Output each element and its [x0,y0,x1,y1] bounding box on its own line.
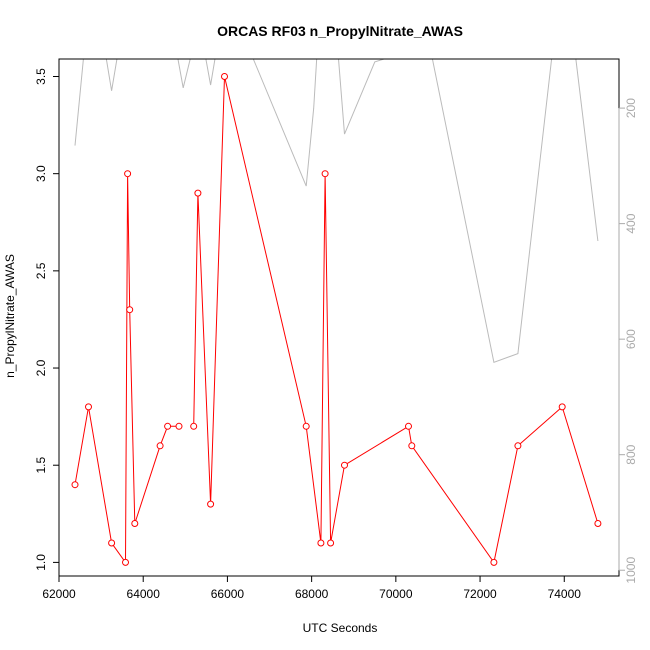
data-point [190,422,198,430]
x-tick-label: 70000 [379,587,413,601]
right-series-layer [74,59,599,363]
y-tick-label: 1.5 [34,457,48,474]
data-point [122,558,129,566]
main-series-layer [71,73,602,566]
data-point [490,558,498,566]
data-point [341,461,348,469]
data-point [207,500,215,508]
x-tick-label: 74000 [548,587,582,601]
x-tick-label: 62000 [42,587,76,601]
y-tick-label: 3.5 [34,68,48,85]
x-tick-label: 66000 [211,587,245,601]
data-point [405,422,412,430]
data-point [514,442,522,450]
data-point [558,403,566,411]
x-tick-label: 68000 [295,587,329,601]
x-axis-label: UTC Seconds [303,621,378,635]
data-point [108,539,116,547]
right-tick-label: 400 [624,213,638,233]
data-point [594,520,602,527]
data-point [164,422,172,430]
data-point [124,170,132,178]
data-point [156,442,164,450]
data-point [327,539,335,547]
y-axis: 1.0 1.5 2.0 2.5 3.0 3.5 [34,68,60,571]
data-point [321,170,329,178]
altitude-series-line [74,59,599,363]
data-point [302,422,310,430]
y-axis-label: n_PropylNitrate_AWAS [3,254,17,378]
y-tick-label: 3.0 [34,165,48,182]
data-point [131,520,139,527]
right-axis: 200 400 600 800 1000 [618,98,638,584]
y-tick-label: 1.0 [34,554,48,571]
y-tick-label: 2.5 [34,262,48,279]
right-tick-label: 200 [624,98,638,118]
y-tick-label: 2.0 [34,359,48,376]
data-point [126,306,134,314]
data-point [221,73,228,80]
series-line-segment-0 [74,173,179,564]
right-tick-label: 800 [624,444,638,464]
data-point [71,481,79,489]
x-tick-label: 72000 [463,587,497,601]
right-tick-label: 600 [624,329,638,349]
data-point [194,189,202,197]
x-axis: 62000 64000 66000 68000 70000 72000 74000 [42,575,582,601]
right-tick-label: 1000 [624,557,638,584]
x-tick-label: 64000 [127,587,161,601]
data-point [85,403,92,411]
data-point [408,442,416,450]
chart-title: ORCAS RF03 n_PropylNitrate_AWAS [217,23,463,39]
data-point [175,422,183,430]
data-point [317,539,325,547]
